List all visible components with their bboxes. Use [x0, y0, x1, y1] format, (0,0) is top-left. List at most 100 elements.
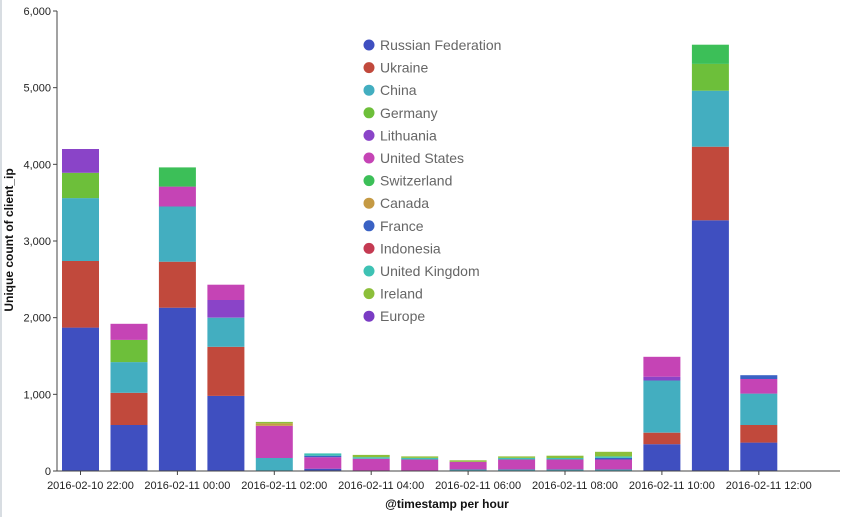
bar-segment[interactable]: [740, 379, 778, 394]
bar-segment[interactable]: [158, 261, 196, 308]
bar-segment[interactable]: [207, 317, 245, 347]
y-tick-label: 5,000: [23, 83, 51, 95]
bar-segment[interactable]: [110, 392, 148, 425]
bar-segment[interactable]: [352, 454, 390, 458]
bar-segment[interactable]: [595, 456, 632, 458]
y-axis-title: Unique count of client_ip: [2, 168, 16, 311]
bar-segment[interactable]: [740, 375, 778, 379]
bar-segment[interactable]: [546, 455, 584, 458]
bar-segment[interactable]: [158, 167, 196, 187]
bar-segment[interactable]: [62, 172, 99, 199]
legend-marker: [363, 175, 375, 187]
bar-segment[interactable]: [401, 458, 439, 460]
bar-segment[interactable]: [643, 432, 681, 445]
bar-segment[interactable]: [595, 458, 632, 460]
bar-segment[interactable]: [691, 44, 729, 64]
bar-segment[interactable]: [740, 442, 778, 471]
legend-item[interactable]: Indonesia: [363, 240, 441, 256]
bar-segment[interactable]: [158, 307, 196, 471]
bar-segment[interactable]: [62, 327, 99, 471]
bar-segment[interactable]: [304, 457, 342, 469]
legend-item[interactable]: Canada: [363, 195, 430, 211]
bar-segment[interactable]: [158, 206, 196, 262]
bar-segment[interactable]: [740, 393, 778, 425]
legend-item[interactable]: Europe: [363, 308, 426, 324]
bar-segment[interactable]: [304, 455, 342, 458]
bar-segment[interactable]: [304, 468, 342, 471]
bar-segment[interactable]: [643, 356, 681, 377]
bar-segment[interactable]: [498, 456, 536, 458]
bar-segment[interactable]: [449, 460, 487, 462]
left-border: [0, 0, 2, 517]
bar-segment[interactable]: [110, 362, 148, 393]
legend-marker: [363, 39, 375, 51]
bar-segment[interactable]: [740, 425, 778, 443]
bar-segment[interactable]: [691, 146, 729, 221]
bar-segment[interactable]: [595, 459, 632, 470]
legend-item[interactable]: Ukraine: [363, 60, 429, 76]
bar-segment[interactable]: [691, 63, 729, 91]
legend-item[interactable]: Switzerland: [363, 173, 453, 189]
legend-label: Canada: [380, 195, 429, 211]
legend-item[interactable]: France: [363, 218, 424, 234]
bar-segment[interactable]: [207, 346, 245, 396]
bar-segment[interactable]: [304, 453, 342, 456]
x-axis-title: @timestamp per hour: [385, 497, 509, 511]
bar-segment[interactable]: [255, 421, 293, 424]
bar-segment[interactable]: [352, 458, 390, 471]
bar-segment[interactable]: [207, 284, 245, 300]
y-tick-label: 3,000: [23, 236, 51, 248]
x-axis: 2016-02-10 22:00 2016-02-11 00:00 2016-02-…: [47, 470, 840, 492]
bar-segment[interactable]: [643, 380, 681, 433]
bar-segment[interactable]: [352, 457, 390, 459]
y-tick-label: 0: [45, 466, 51, 478]
bar-segment[interactable]: [498, 458, 536, 460]
bar-segment[interactable]: [498, 469, 536, 472]
bar-segment[interactable]: [110, 323, 148, 340]
legend-marker: [363, 107, 375, 119]
bar-segment[interactable]: [546, 459, 584, 470]
legend-marker: [363, 265, 375, 277]
bar-segment[interactable]: [255, 425, 293, 458]
legend-item[interactable]: Russian Federation: [363, 37, 502, 53]
bar-segment[interactable]: [595, 469, 632, 472]
bar-segment[interactable]: [110, 425, 148, 471]
bar-segment[interactable]: [255, 458, 293, 471]
bar-segment[interactable]: [62, 149, 99, 173]
bar-segment[interactable]: [449, 469, 487, 472]
bar-segment[interactable]: [207, 395, 245, 471]
bar-segment[interactable]: [62, 198, 99, 261]
legend[interactable]: Russian Federation Ukraine China Germany Lit…: [363, 37, 502, 324]
bar-segment[interactable]: [401, 459, 439, 472]
x-tick-label: 2016-02-11 02:00: [241, 480, 327, 492]
x-tick-label: 2016-02-10 22:00: [47, 480, 134, 492]
bar-segment[interactable]: [62, 260, 99, 328]
y-tick-label: 6,000: [23, 6, 51, 18]
legend-item[interactable]: Ireland: [363, 286, 423, 302]
legend-item[interactable]: Germany: [363, 105, 438, 121]
bar-segment[interactable]: [595, 451, 632, 457]
bar-segment[interactable]: [110, 339, 148, 363]
bar-segment[interactable]: [207, 300, 245, 318]
bar-segment[interactable]: [546, 458, 584, 460]
bar-segment[interactable]: [691, 220, 729, 471]
bar-segment[interactable]: [401, 456, 439, 458]
bar-segment[interactable]: [255, 423, 293, 426]
bar-segment[interactable]: [449, 461, 487, 470]
y-axis: 0 1,000 2,000 3,000 4,000 5,000 6,000: [23, 6, 58, 478]
x-tick-label: 2016-02-11 12:00: [726, 480, 812, 492]
legend-item[interactable]: United States: [363, 150, 465, 166]
bar-segment[interactable]: [546, 469, 584, 472]
bar-segment[interactable]: [498, 459, 536, 470]
legend-item[interactable]: United Kingdom: [363, 263, 480, 279]
legend-marker: [363, 310, 375, 322]
bar-segment[interactable]: [643, 444, 681, 471]
bar-segment[interactable]: [158, 186, 196, 207]
bar-segment[interactable]: [691, 90, 729, 147]
legend-item[interactable]: Lithuania: [363, 127, 438, 143]
y-tick-label: 2,000: [23, 313, 51, 325]
x-tick-label: 2016-02-11 04:00: [338, 480, 424, 492]
legend-marker: [363, 129, 375, 141]
bar-segment[interactable]: [643, 376, 681, 381]
legend-item[interactable]: China: [363, 82, 417, 98]
